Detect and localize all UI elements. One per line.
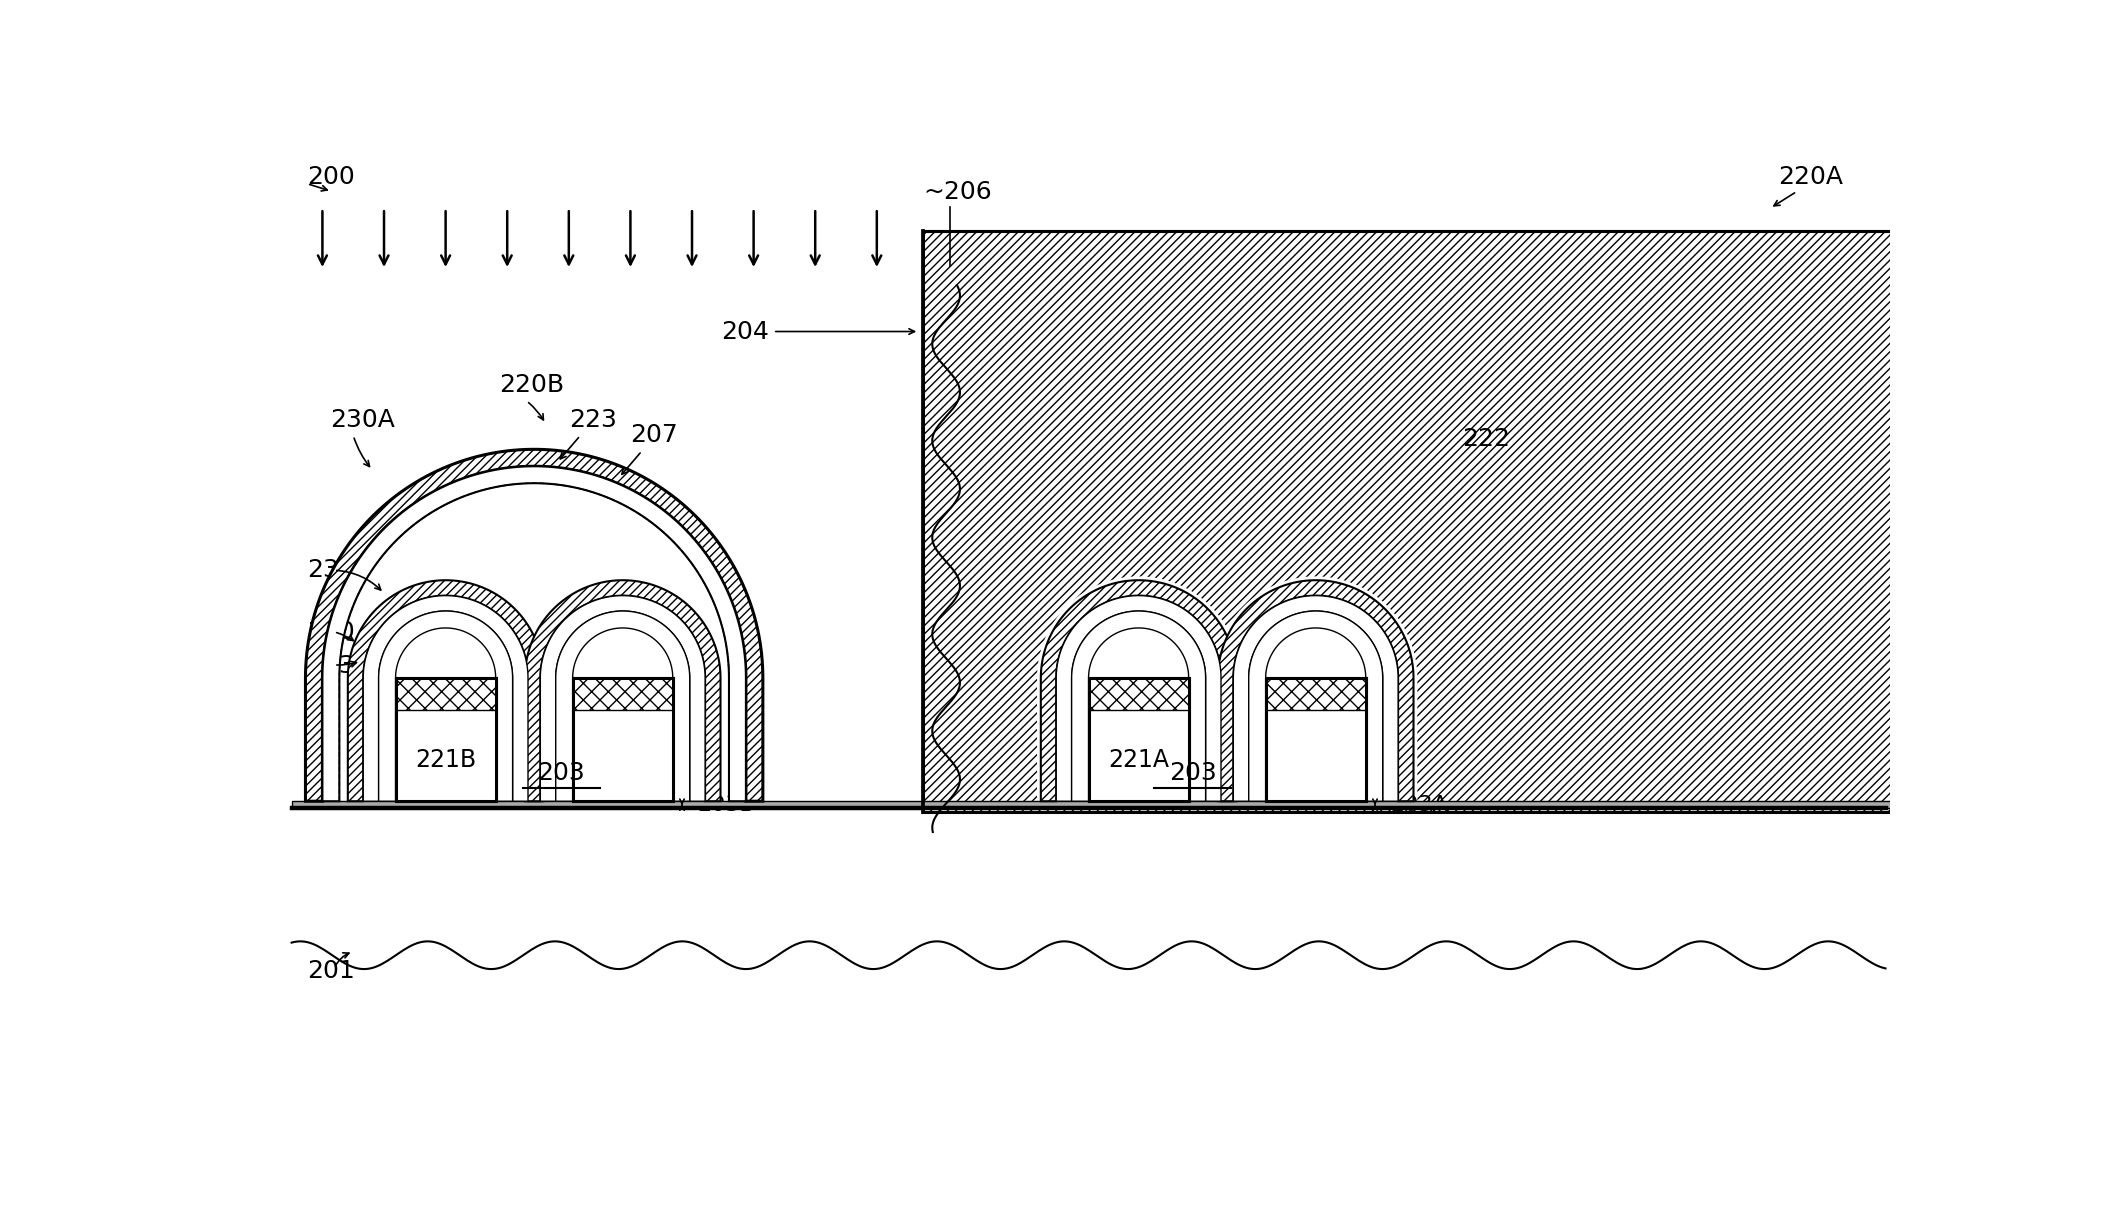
Bar xyxy=(1089,678,1188,801)
Bar xyxy=(573,678,672,801)
Bar xyxy=(396,678,495,801)
Text: 203A: 203A xyxy=(1390,795,1449,815)
Text: 233: 233 xyxy=(307,655,354,678)
Polygon shape xyxy=(1057,596,1221,801)
Text: 203: 203 xyxy=(537,761,585,785)
Bar xyxy=(1266,678,1367,801)
Bar xyxy=(573,678,672,801)
Polygon shape xyxy=(305,450,762,801)
Bar xyxy=(396,678,495,710)
Text: 231: 231 xyxy=(307,558,354,583)
Polygon shape xyxy=(1249,611,1384,801)
Text: 230A: 230A xyxy=(331,408,396,431)
Text: 220B: 220B xyxy=(499,372,564,397)
Polygon shape xyxy=(1234,596,1398,801)
Text: 223: 223 xyxy=(569,408,617,431)
Bar xyxy=(1266,678,1367,801)
Bar xyxy=(1266,678,1367,801)
Bar xyxy=(573,678,672,710)
Polygon shape xyxy=(524,580,720,801)
Text: 230: 230 xyxy=(307,619,354,644)
Polygon shape xyxy=(1072,611,1205,801)
Bar xyxy=(1089,678,1188,801)
Text: 221B: 221B xyxy=(415,748,476,772)
Bar xyxy=(573,678,672,801)
Text: 200: 200 xyxy=(307,165,354,189)
Polygon shape xyxy=(1040,580,1236,801)
Bar xyxy=(396,678,495,710)
Polygon shape xyxy=(362,596,529,801)
Polygon shape xyxy=(1036,576,1240,801)
Bar xyxy=(1089,678,1188,801)
Polygon shape xyxy=(556,611,689,801)
Bar xyxy=(396,678,495,801)
Polygon shape xyxy=(1217,580,1413,801)
Polygon shape xyxy=(347,580,543,801)
Text: 201: 201 xyxy=(307,959,354,983)
Text: 221A: 221A xyxy=(1108,748,1169,772)
Bar xyxy=(573,678,672,801)
Text: 203: 203 xyxy=(537,761,585,785)
Text: 222: 222 xyxy=(1462,428,1510,451)
Text: 203: 203 xyxy=(1169,761,1217,785)
Bar xyxy=(396,678,495,801)
Bar xyxy=(922,231,1898,812)
Bar xyxy=(1089,678,1188,710)
Bar xyxy=(1266,678,1367,710)
Polygon shape xyxy=(322,466,746,801)
Bar xyxy=(1089,678,1188,710)
Polygon shape xyxy=(541,596,706,801)
Bar xyxy=(573,678,672,710)
Polygon shape xyxy=(379,611,512,801)
Text: 220A: 220A xyxy=(1777,165,1843,189)
Bar xyxy=(291,801,1908,809)
Bar xyxy=(1266,678,1367,710)
Bar xyxy=(1089,678,1188,801)
Text: 203: 203 xyxy=(1169,761,1217,785)
Text: 207: 207 xyxy=(630,423,678,447)
Bar xyxy=(1266,678,1367,801)
Bar xyxy=(396,678,495,801)
Text: 203B: 203B xyxy=(697,795,756,815)
Text: ~206: ~206 xyxy=(922,181,992,204)
Polygon shape xyxy=(1213,576,1417,801)
Text: 204: 204 xyxy=(720,320,769,344)
